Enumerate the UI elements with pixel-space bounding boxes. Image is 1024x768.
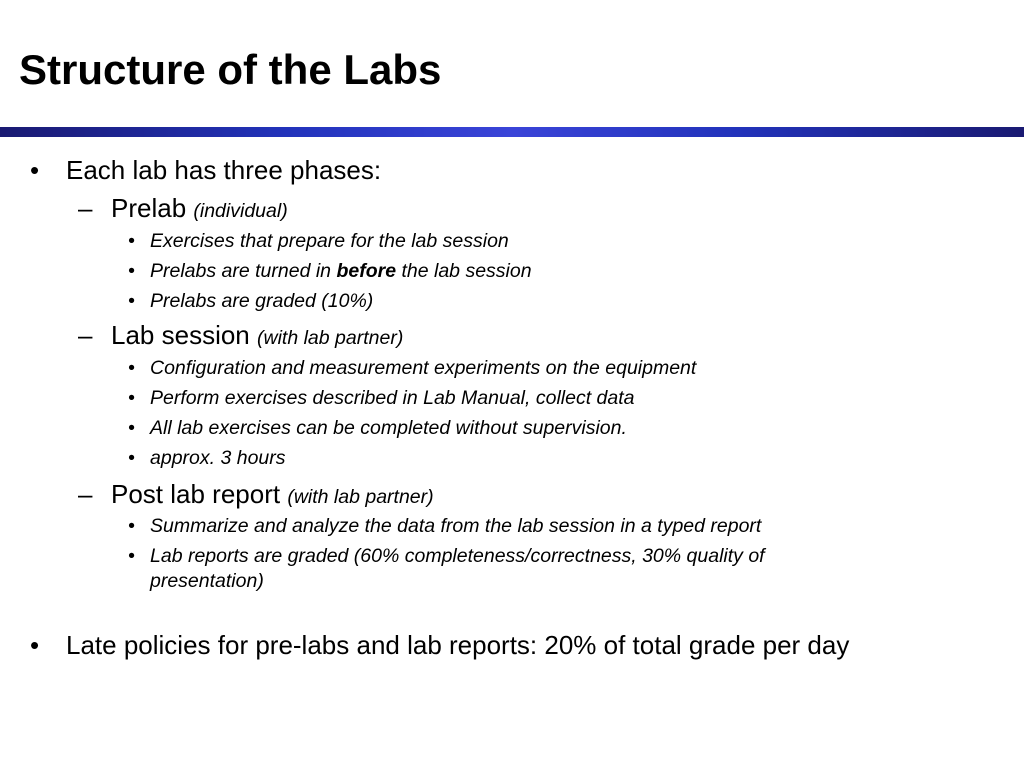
bullet-marker: •: [30, 155, 40, 185]
subitem-lab-session: Lab session (with lab partner): [111, 320, 403, 353]
bullet-marker: •: [128, 260, 135, 282]
prelab-note: (individual): [193, 200, 288, 222]
bullet-three-phases: Each lab has three phases:: [66, 155, 382, 185]
subitem-prelab: Prelab (individual): [111, 193, 288, 226]
bullet-marker: •: [128, 290, 135, 312]
bullet-marker: •: [30, 630, 40, 660]
bullet-marker: •: [128, 447, 135, 469]
post-label: Post lab report: [111, 479, 281, 509]
bullet-marker: •: [128, 387, 135, 409]
dash-marker: –: [78, 479, 93, 509]
bullet-marker: •: [128, 357, 135, 379]
title-divider: [0, 127, 1024, 137]
session-item-duration: approx. 3 hours: [150, 447, 286, 469]
bullet-marker: •: [128, 545, 135, 567]
emphasis-before: before: [336, 260, 397, 282]
session-item-exercises: Perform exercises described in Lab Manua…: [150, 387, 635, 409]
post-item-graded-line1: Lab reports are graded (60% completeness…: [150, 545, 765, 567]
bullet-marker: •: [128, 230, 135, 252]
prelab-item-graded: Prelabs are graded (10%): [150, 290, 374, 312]
session-item-configuration: Configuration and measurement experiment…: [150, 357, 697, 379]
session-note: (with lab partner): [257, 327, 404, 349]
subitem-post-lab-report: Post lab report (with lab partner): [111, 479, 434, 512]
bullet-marker: •: [128, 417, 135, 439]
bullet-late-policies: Late policies for pre-labs and lab repor…: [66, 630, 850, 660]
dash-marker: –: [78, 320, 93, 350]
post-note: (with lab partner): [287, 486, 434, 508]
post-item-summarize: Summarize and analyze the data from the …: [150, 515, 762, 537]
prelab-label: Prelab: [111, 193, 187, 223]
bullet-marker: •: [128, 515, 135, 537]
prelab-item-exercises: Exercises that prepare for the lab sessi…: [150, 230, 509, 252]
session-label: Lab session: [111, 320, 250, 350]
post-item-graded-line2: presentation): [150, 570, 264, 592]
slide-title: Structure of the Labs: [19, 46, 442, 93]
prelab-item-turned-in: Prelabs are turned in before the lab ses…: [150, 260, 532, 282]
dash-marker: –: [78, 193, 93, 223]
session-item-supervision: All lab exercises can be completed witho…: [150, 417, 627, 439]
